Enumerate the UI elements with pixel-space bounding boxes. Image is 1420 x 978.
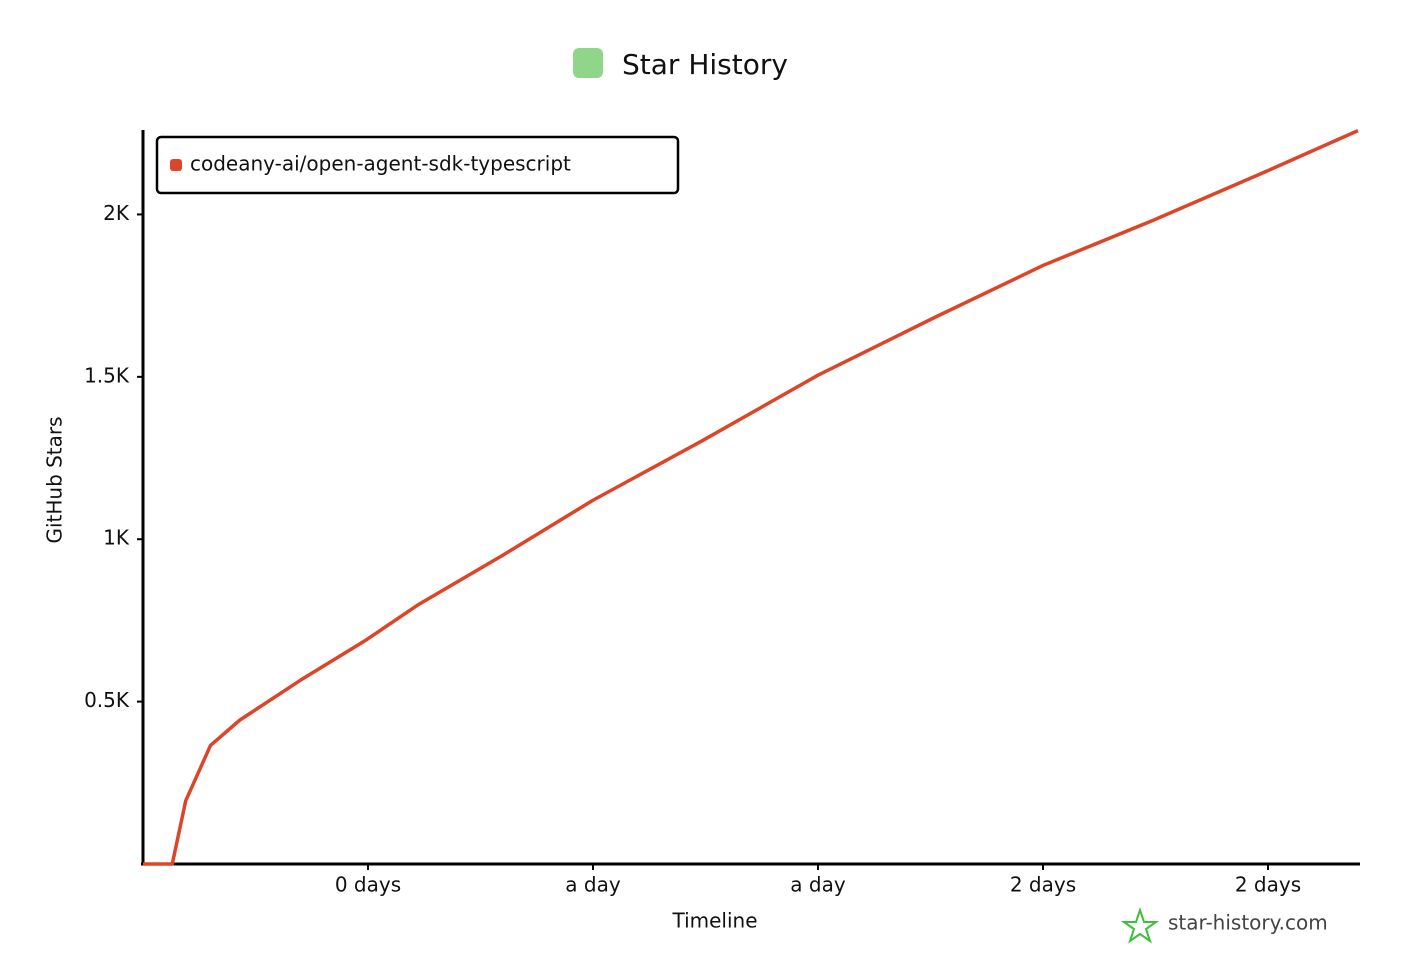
y-tick-label: 2K (103, 201, 130, 225)
legend-swatch (170, 159, 182, 171)
legend-label: codeany-ai/open-agent-sdk-typescript (190, 152, 571, 176)
x-tick-label: a day (565, 873, 621, 897)
y-tick-label: 0.5K (84, 688, 130, 712)
y-axis-label: GitHub Stars (43, 416, 67, 543)
chart-title: Star History (622, 48, 788, 81)
title-icon (573, 48, 603, 78)
watermark: star-history.com (1168, 911, 1328, 935)
x-tick-label: a day (790, 873, 846, 897)
watermark-icon (1120, 906, 1160, 944)
x-tick-label: 2 days (1235, 873, 1301, 897)
x-tick-label: 2 days (1010, 873, 1076, 897)
series-line (143, 129, 1359, 866)
y-tick-label: 1K (103, 526, 130, 550)
y-tick-label: 1.5K (84, 363, 130, 387)
x-axis-label: Timeline (671, 909, 757, 933)
legend-box (155, 135, 680, 195)
x-tick-label: 0 days (335, 873, 401, 897)
